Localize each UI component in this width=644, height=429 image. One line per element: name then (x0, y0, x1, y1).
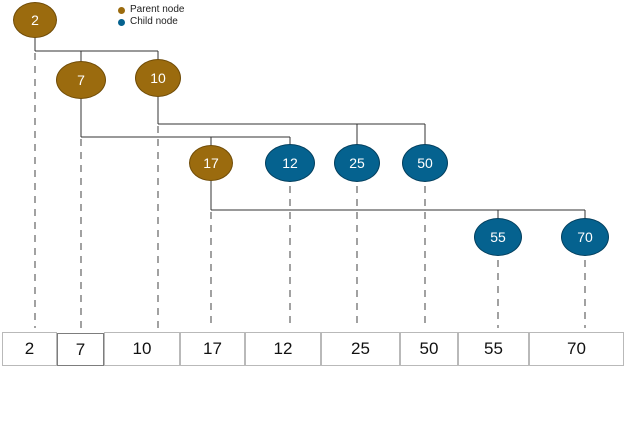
array-cell-10: 10 (104, 332, 180, 366)
legend-parent: Parent node (118, 4, 185, 16)
array-cell-55: 55 (458, 332, 529, 366)
child-node-25: 25 (334, 144, 380, 182)
parent-node-17: 17 (189, 145, 233, 181)
parent-node-2: 2 (13, 2, 57, 38)
legend-parent-label: Parent node (130, 4, 185, 15)
parent-node-7: 7 (56, 61, 106, 99)
parent-swatch (118, 6, 125, 14)
array-cell-17: 17 (180, 332, 245, 366)
array-cell-25: 25 (321, 332, 400, 366)
array-cell-2: 2 (2, 332, 57, 366)
child-node-55: 55 (474, 218, 522, 256)
array-cell-50: 50 (400, 332, 458, 366)
legend: Parent node Child node (118, 4, 185, 28)
array-cell-70: 70 (529, 332, 624, 366)
array-cell-12: 12 (245, 332, 321, 366)
child-node-70: 70 (561, 218, 609, 256)
legend-child-label: Child node (130, 16, 178, 27)
child-swatch (118, 18, 125, 26)
legend-child: Child node (118, 16, 185, 28)
parent-node-10: 10 (135, 59, 181, 97)
child-node-12: 12 (265, 144, 315, 182)
child-node-50: 50 (402, 144, 448, 182)
array-cell-7: 7 (57, 333, 104, 366)
